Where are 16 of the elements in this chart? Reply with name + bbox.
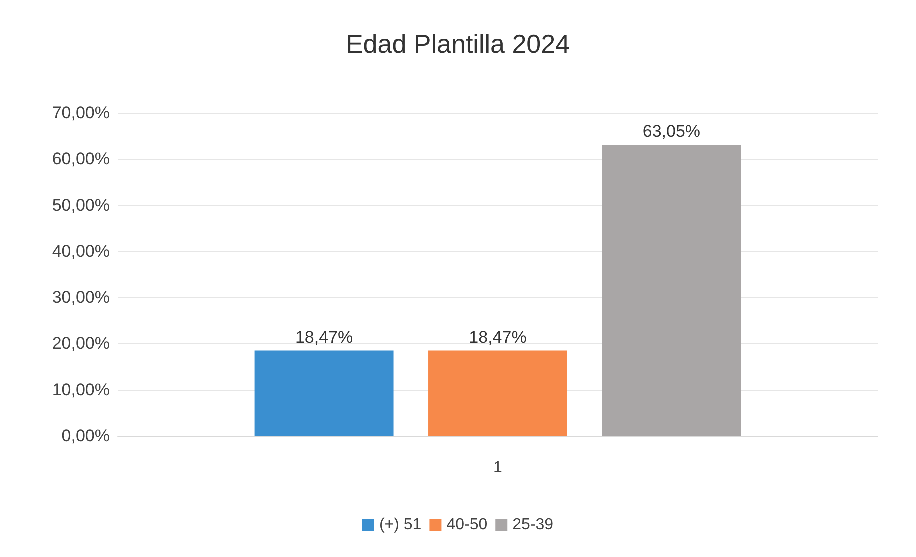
legend-label: (+) 51 [379,516,422,534]
y-tick-label: 0,00% [62,426,110,446]
legend-label: 40-50 [446,516,488,534]
y-tick-label: 30,00% [52,288,110,308]
data-label: 63,05% [642,122,701,142]
y-tick-label: 50,00% [52,196,110,215]
data-label: 18,47% [295,328,354,347]
x-tick-label: 1 [494,460,503,476]
y-tick-label: 40,00% [52,242,110,261]
y-tick-label: 10,00% [52,380,110,400]
data-label: 18,47% [469,328,527,347]
chart-title: Edad Plantilla 2024 [346,29,570,59]
y-tick-label: 60,00% [52,150,110,169]
y-tick-label: 70,00% [52,104,110,122]
legend-label: 25-39 [512,516,554,534]
y-tick-label: 20,00% [52,334,110,354]
